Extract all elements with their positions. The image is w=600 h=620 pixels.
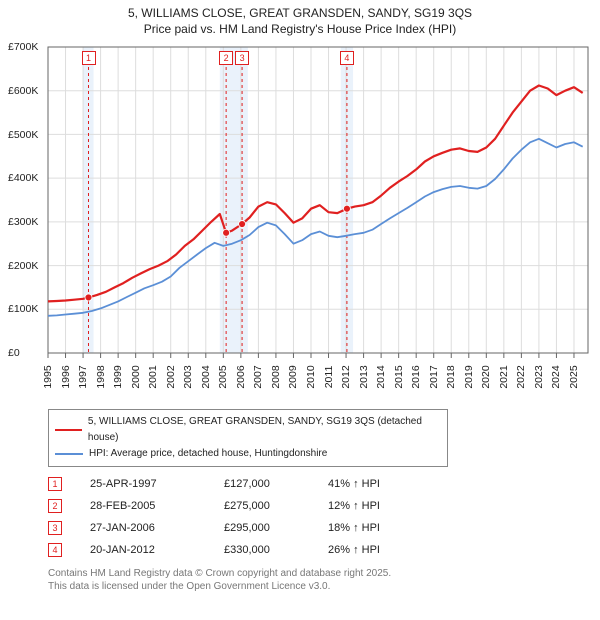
x-axis-tick-label: 2006 bbox=[235, 366, 247, 389]
x-axis-tick-label: 2010 bbox=[305, 366, 317, 389]
x-axis-tick-label: 2003 bbox=[182, 366, 194, 389]
x-axis-tick-label: 2014 bbox=[375, 366, 387, 389]
transaction-date: 27-JAN-2006 bbox=[90, 517, 200, 539]
price-chart: £0 £100K £200K £300K £400K £500K £600K £700K 199… bbox=[8, 43, 592, 403]
transaction-marker: 2 bbox=[48, 499, 62, 513]
x-axis-tick-label: 2022 bbox=[515, 366, 527, 389]
transaction-date: 20-JAN-2012 bbox=[90, 539, 200, 561]
attribution-line1: Contains HM Land Registry data © Crown c… bbox=[48, 567, 592, 580]
legend-label: HPI: Average price, detached house, Hunt… bbox=[89, 446, 327, 462]
attribution-line2: This data is licensed under the Open Gov… bbox=[48, 580, 592, 593]
chart-legend: 5, WILLIAMS CLOSE, GREAT GRANSDEN, SANDY… bbox=[48, 409, 448, 467]
chart-title-line2: Price paid vs. HM Land Registry's House … bbox=[8, 22, 592, 38]
x-axis-tick-label: 2002 bbox=[165, 366, 177, 389]
transaction-table: 1 25-APR-1997 £127,000 41% ↑ HPI 2 28-FEB-200… bbox=[48, 473, 592, 561]
transaction-price: £275,000 bbox=[224, 495, 304, 517]
y-axis-tick-label: £0 bbox=[8, 347, 20, 359]
transaction-pct: 26% ↑ HPI bbox=[328, 539, 418, 561]
x-axis-tick-label: 2016 bbox=[410, 366, 422, 389]
transaction-row: 4 20-JAN-2012 £330,000 26% ↑ HPI bbox=[48, 539, 592, 561]
x-axis-tick-label: 2008 bbox=[270, 366, 282, 389]
transaction-marker: 3 bbox=[48, 521, 62, 535]
transaction-price: £330,000 bbox=[224, 539, 304, 561]
x-axis-tick-label: 2017 bbox=[428, 366, 440, 389]
legend-swatch bbox=[55, 453, 83, 455]
x-axis-tick-label: 2013 bbox=[358, 366, 370, 389]
transaction-pct: 41% ↑ HPI bbox=[328, 473, 418, 495]
data-attribution: Contains HM Land Registry data © Crown c… bbox=[48, 567, 592, 593]
y-axis-tick-label: £300K bbox=[8, 216, 38, 228]
x-axis-tick-label: 2012 bbox=[340, 366, 352, 389]
transaction-price: £295,000 bbox=[224, 517, 304, 539]
transaction-row: 3 27-JAN-2006 £295,000 18% ↑ HPI bbox=[48, 517, 592, 539]
x-axis-tick-label: 2020 bbox=[480, 366, 492, 389]
y-axis-tick-label: £200K bbox=[8, 260, 38, 272]
transaction-date: 28-FEB-2005 bbox=[90, 495, 200, 517]
sale-marker: 1 bbox=[82, 51, 96, 65]
x-axis-tick-label: 2000 bbox=[130, 366, 142, 389]
x-axis-tick-label: 2025 bbox=[568, 366, 580, 389]
x-axis-tick-label: 2011 bbox=[323, 366, 335, 389]
x-axis-tick-label: 1995 bbox=[42, 366, 54, 389]
transaction-pct: 18% ↑ HPI bbox=[328, 517, 418, 539]
y-axis-tick-label: £100K bbox=[8, 303, 38, 315]
sale-marker: 3 bbox=[235, 51, 249, 65]
x-axis-tick-label: 2018 bbox=[445, 366, 457, 389]
y-axis-tick-label: £500K bbox=[8, 129, 38, 141]
y-axis-tick-label: £700K bbox=[8, 41, 38, 53]
sale-marker: 4 bbox=[340, 51, 354, 65]
x-axis-tick-label: 2001 bbox=[147, 366, 159, 389]
chart-title-line1: 5, WILLIAMS CLOSE, GREAT GRANSDEN, SANDY… bbox=[8, 6, 592, 22]
transaction-pct: 12% ↑ HPI bbox=[328, 495, 418, 517]
x-axis-tick-label: 2004 bbox=[200, 366, 212, 389]
x-axis-tick-label: 2009 bbox=[287, 366, 299, 389]
x-axis-tick-label: 1996 bbox=[60, 366, 72, 389]
y-axis-tick-label: £600K bbox=[8, 85, 38, 97]
y-axis-tick-label: £400K bbox=[8, 172, 38, 184]
legend-item: HPI: Average price, detached house, Hunt… bbox=[55, 446, 441, 462]
x-axis-tick-label: 1997 bbox=[77, 366, 89, 389]
x-axis-tick-label: 2024 bbox=[550, 366, 562, 389]
transaction-marker: 1 bbox=[48, 477, 62, 491]
x-axis-tick-label: 1998 bbox=[95, 366, 107, 389]
x-axis-tick-label: 2021 bbox=[498, 366, 510, 389]
transaction-date: 25-APR-1997 bbox=[90, 473, 200, 495]
transaction-price: £127,000 bbox=[224, 473, 304, 495]
transaction-marker: 4 bbox=[48, 543, 62, 557]
sale-marker: 2 bbox=[219, 51, 233, 65]
x-axis-tick-label: 2007 bbox=[252, 366, 264, 389]
x-axis-tick-label: 2019 bbox=[463, 366, 475, 389]
chart-canvas bbox=[8, 43, 592, 403]
transaction-row: 1 25-APR-1997 £127,000 41% ↑ HPI bbox=[48, 473, 592, 495]
x-axis-tick-label: 2023 bbox=[533, 366, 545, 389]
transaction-row: 2 28-FEB-2005 £275,000 12% ↑ HPI bbox=[48, 495, 592, 517]
legend-label: 5, WILLIAMS CLOSE, GREAT GRANSDEN, SANDY… bbox=[88, 414, 441, 446]
legend-item: 5, WILLIAMS CLOSE, GREAT GRANSDEN, SANDY… bbox=[55, 414, 441, 446]
x-axis-tick-label: 2005 bbox=[217, 366, 229, 389]
legend-swatch bbox=[55, 429, 82, 431]
chart-title-block: 5, WILLIAMS CLOSE, GREAT GRANSDEN, SANDY… bbox=[8, 6, 592, 37]
x-axis-tick-label: 1999 bbox=[112, 366, 124, 389]
x-axis-tick-label: 2015 bbox=[393, 366, 405, 389]
